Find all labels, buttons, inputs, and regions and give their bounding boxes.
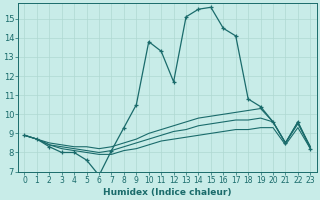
X-axis label: Humidex (Indice chaleur): Humidex (Indice chaleur) [103, 188, 232, 197]
